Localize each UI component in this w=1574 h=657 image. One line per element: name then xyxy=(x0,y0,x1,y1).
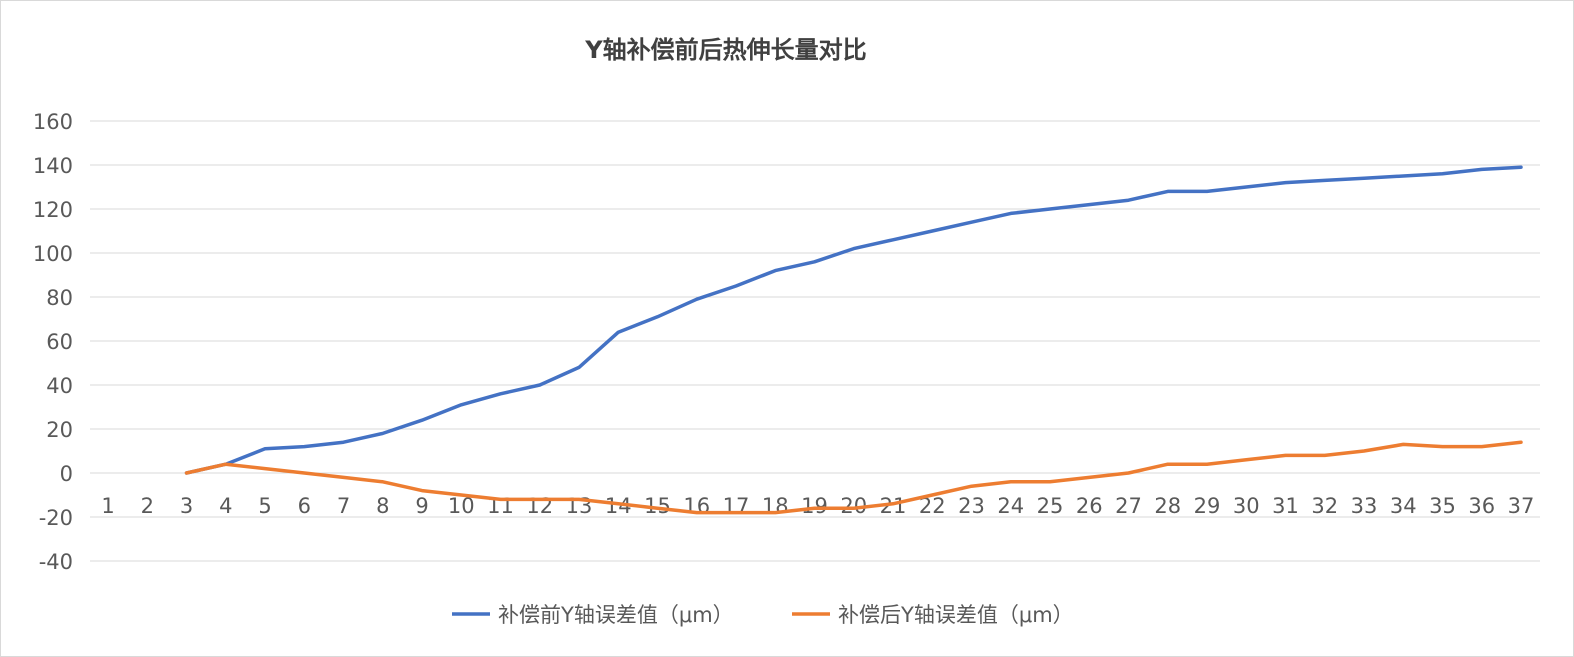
y-axis-ticks: -40 -20 0 20 40 60 80 100 120 140 160 xyxy=(33,110,73,574)
series-line-1 xyxy=(184,165,1523,475)
x-tick-label: 31 xyxy=(1272,494,1299,518)
x-tick-label: 29 xyxy=(1194,494,1221,518)
x-tick-label: 4 xyxy=(219,494,232,518)
chart-title: Y轴补偿前后热伸长量对比 xyxy=(584,36,866,64)
x-tick-label: 2 xyxy=(141,494,154,518)
x-tick-label: 37 xyxy=(1508,494,1535,518)
y-tick-label: 140 xyxy=(33,154,73,178)
x-tick-label: 23 xyxy=(958,494,985,518)
x-tick-label: 16 xyxy=(683,494,710,518)
x-tick-label: 10 xyxy=(448,494,475,518)
x-tick-label: 24 xyxy=(997,494,1024,518)
x-tick-label: 26 xyxy=(1076,494,1103,518)
x-tick-label: 5 xyxy=(258,494,271,518)
x-tick-label: 3 xyxy=(180,494,193,518)
y-tick-label: 120 xyxy=(33,198,73,222)
legend: 补偿前Y轴误差值（μm） 补偿后Y轴误差值（μm） xyxy=(452,603,1074,627)
x-tick-label: 9 xyxy=(415,494,428,518)
x-tick-label: 8 xyxy=(376,494,389,518)
x-tick-label: 28 xyxy=(1154,494,1181,518)
x-tick-label: 1 xyxy=(101,494,114,518)
y-tick-label: -40 xyxy=(39,550,73,574)
x-tick-label: 30 xyxy=(1233,494,1260,518)
x-axis-ticks: 1 2 3 4 5 6 7 8 9 10 11 12 13 14 15 16 17 18 19 20 21 22 23 24 2… xyxy=(101,494,1534,518)
y-tick-label: 80 xyxy=(46,286,73,310)
x-tick-label: 27 xyxy=(1115,494,1142,518)
y-tick-label: 100 xyxy=(33,242,73,266)
legend-label: 补偿前Y轴误差值（μm） xyxy=(498,603,734,627)
x-tick-label: 34 xyxy=(1390,494,1417,518)
x-tick-label: 17 xyxy=(723,494,750,518)
x-tick-label: 12 xyxy=(526,494,553,518)
x-tick-label: 33 xyxy=(1351,494,1378,518)
y-tick-label: 40 xyxy=(46,374,73,398)
y-tick-label: 0 xyxy=(60,462,73,486)
y-tick-label: 60 xyxy=(46,330,73,354)
grid-lines xyxy=(90,120,1540,562)
x-tick-label: 13 xyxy=(566,494,593,518)
x-tick-label: 18 xyxy=(762,494,789,518)
series-lines xyxy=(184,165,1523,515)
series-line-2 xyxy=(184,440,1523,515)
y-tick-label: 20 xyxy=(46,418,73,442)
y-tick-label: -20 xyxy=(39,506,73,530)
x-tick-label: 19 xyxy=(801,494,828,518)
x-tick-label: 36 xyxy=(1468,494,1495,518)
x-tick-label: 6 xyxy=(298,494,311,518)
x-tick-label: 32 xyxy=(1311,494,1338,518)
x-tick-label: 25 xyxy=(1037,494,1064,518)
legend-label: 补偿后Y轴误差值（μm） xyxy=(838,603,1074,627)
x-tick-label: 7 xyxy=(337,494,350,518)
x-tick-label: 35 xyxy=(1429,494,1456,518)
y-tick-label: 160 xyxy=(33,110,73,134)
